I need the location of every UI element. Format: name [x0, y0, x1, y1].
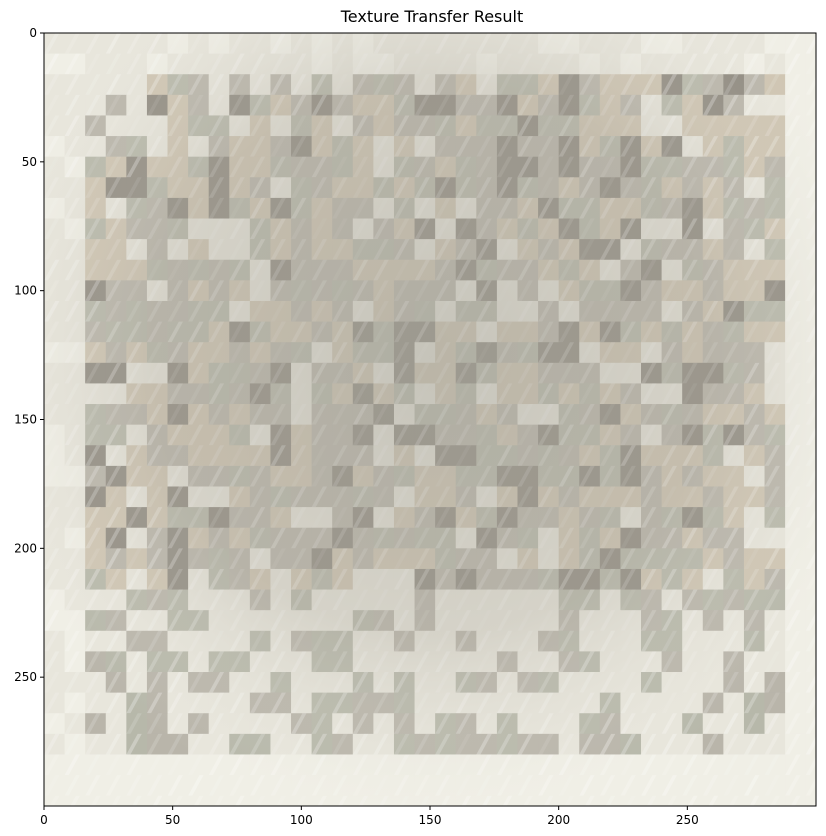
y-tick-label: 250 [14, 670, 37, 684]
x-tick-label: 100 [290, 813, 313, 827]
x-tick-label: 0 [40, 813, 48, 827]
x-tick-label: 150 [419, 813, 442, 827]
x-tick-label: 50 [165, 813, 180, 827]
x-axis: 0 50 100 150 200 250 [40, 806, 699, 827]
y-tick-label: 200 [14, 541, 37, 555]
texture-image [44, 33, 816, 806]
figure-title: Texture Transfer Result [340, 7, 524, 26]
image-shading [44, 33, 816, 806]
y-tick-label: 100 [14, 284, 37, 298]
x-tick-label: 250 [676, 813, 699, 827]
x-tick-label: 200 [547, 813, 570, 827]
y-axis: 0 50 100 150 200 250 [14, 26, 44, 684]
y-tick-label: 0 [29, 26, 37, 40]
y-tick-label: 150 [14, 413, 37, 427]
y-tick-label: 50 [22, 155, 37, 169]
